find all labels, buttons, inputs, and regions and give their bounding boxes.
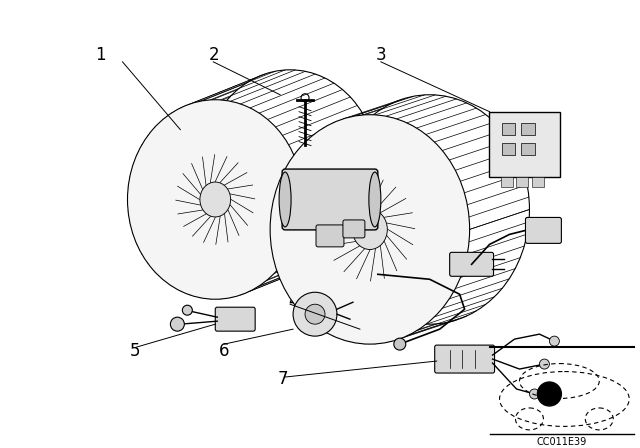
- Text: 3: 3: [376, 46, 386, 64]
- Circle shape: [394, 338, 406, 350]
- Ellipse shape: [279, 172, 291, 227]
- FancyBboxPatch shape: [525, 217, 561, 243]
- Bar: [502, 142, 515, 155]
- Ellipse shape: [127, 100, 303, 299]
- FancyBboxPatch shape: [343, 220, 365, 238]
- Text: 2: 2: [209, 46, 220, 64]
- Circle shape: [538, 382, 561, 406]
- FancyBboxPatch shape: [282, 169, 378, 230]
- Bar: [522, 142, 536, 155]
- Ellipse shape: [353, 209, 387, 250]
- Circle shape: [549, 336, 559, 346]
- Ellipse shape: [369, 172, 381, 227]
- Circle shape: [170, 317, 184, 331]
- Bar: [522, 123, 536, 135]
- FancyBboxPatch shape: [316, 225, 344, 247]
- FancyBboxPatch shape: [215, 307, 255, 331]
- Circle shape: [529, 389, 540, 399]
- Ellipse shape: [200, 182, 230, 217]
- Text: 5: 5: [130, 342, 141, 360]
- Bar: [502, 123, 515, 135]
- Circle shape: [305, 304, 325, 324]
- Bar: [516, 177, 529, 187]
- Circle shape: [182, 305, 193, 315]
- Text: 1: 1: [95, 46, 106, 64]
- Text: 7: 7: [278, 370, 289, 388]
- Text: CC011E39: CC011E39: [536, 437, 586, 447]
- FancyBboxPatch shape: [450, 252, 493, 276]
- Bar: [532, 177, 545, 187]
- Ellipse shape: [270, 115, 470, 344]
- Text: 4: 4: [288, 292, 298, 310]
- FancyBboxPatch shape: [435, 345, 495, 373]
- Bar: [500, 177, 513, 187]
- Text: 6: 6: [219, 342, 230, 360]
- Circle shape: [293, 292, 337, 336]
- Bar: [488, 112, 561, 177]
- Circle shape: [540, 359, 549, 369]
